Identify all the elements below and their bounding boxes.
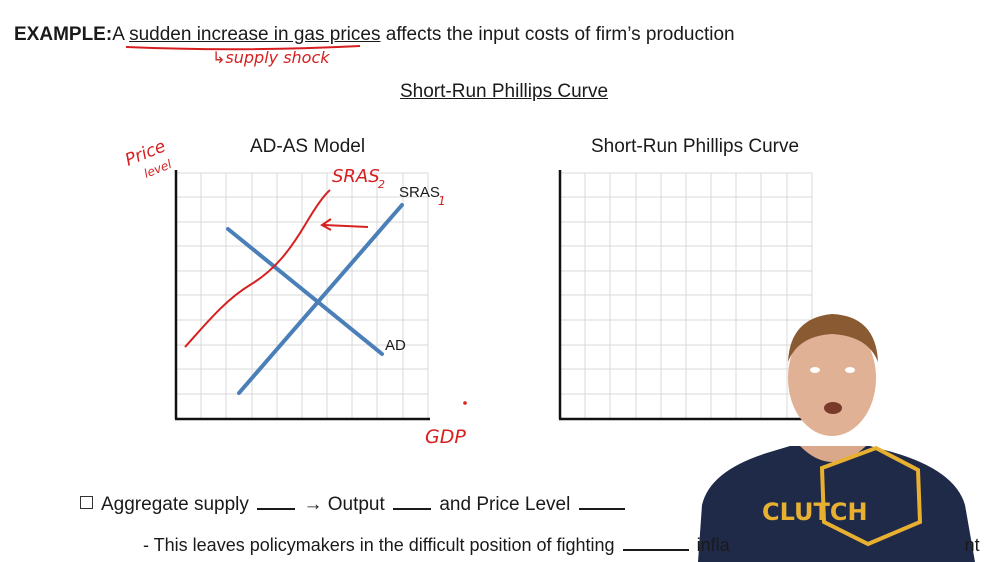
- ad-curve: [226, 227, 384, 356]
- section-title: Short-Run Phillips Curve: [400, 81, 609, 102]
- arrow-right-icon: →: [303, 494, 323, 515]
- blank-aggregate-supply[interactable]: [257, 506, 296, 510]
- sras2-curve: [184, 189, 331, 348]
- sras1-curve: [237, 203, 404, 395]
- adas-chart-title: AD-AS Model: [250, 136, 366, 157]
- blank-output[interactable]: [393, 506, 432, 510]
- srpc-chart-title: Short-Run Phillips Curve: [591, 136, 800, 157]
- presenter-mouth: [824, 402, 842, 414]
- srpc-grid: [560, 172, 813, 418]
- underline-ink-stroke: [125, 45, 361, 51]
- note-part-3: nt: [964, 535, 980, 555]
- blank-price-level[interactable]: [578, 506, 625, 510]
- sras1-label: SRAS: [399, 184, 440, 201]
- presenter-video-overlay: CLUTCH: [698, 314, 975, 562]
- clutch-logo-hexagon-icon: [819, 445, 923, 547]
- checkbox-icon[interactable]: [80, 496, 93, 509]
- shift-arrowhead-icon: [320, 218, 332, 231]
- supply-shock-annotation: ↳supply shock: [212, 48, 330, 67]
- question-line: Aggregate supply → Output and Price Leve…: [80, 494, 628, 516]
- ink-dot: [463, 401, 467, 405]
- question-part-1: Aggregate supply: [101, 494, 249, 515]
- sras1-subscript: 1: [438, 194, 446, 208]
- question-part-3: and Price Level: [439, 494, 571, 515]
- shift-arrow-icon: [323, 224, 369, 228]
- example-underlined-phrase: sudden increase in gas prices: [129, 24, 381, 45]
- presenter-eye-left: [810, 367, 820, 373]
- question-part-2: Output: [327, 494, 385, 515]
- note-line: - This leaves policymakers in the diffic…: [143, 535, 980, 556]
- blank-fighting[interactable]: [622, 547, 689, 551]
- example-post: affects the input costs of firm’s produc…: [380, 24, 735, 45]
- adas-grid: [176, 172, 429, 418]
- note-part-2: infla: [696, 535, 730, 555]
- example-pre: A: [112, 24, 130, 45]
- clutch-logo-text: CLUTCH: [762, 498, 868, 526]
- ad-label: AD: [385, 337, 406, 354]
- presenter-face: [788, 320, 876, 436]
- presenter-hair: [788, 314, 878, 362]
- note-part-1: - This leaves policymakers in the diffic…: [143, 535, 615, 555]
- presenter-neck: [800, 446, 866, 462]
- presenter-shirt: [698, 446, 975, 562]
- example-label: EXAMPLE:: [14, 24, 113, 45]
- presenter-eye-right: [845, 367, 855, 373]
- gdp-annotation: GDP: [425, 426, 466, 448]
- sras2-subscript: 2: [378, 178, 385, 191]
- sras2-label: SRAS: [332, 166, 380, 187]
- example-statement: EXAMPLE:A sudden increase in gas prices …: [14, 24, 735, 46]
